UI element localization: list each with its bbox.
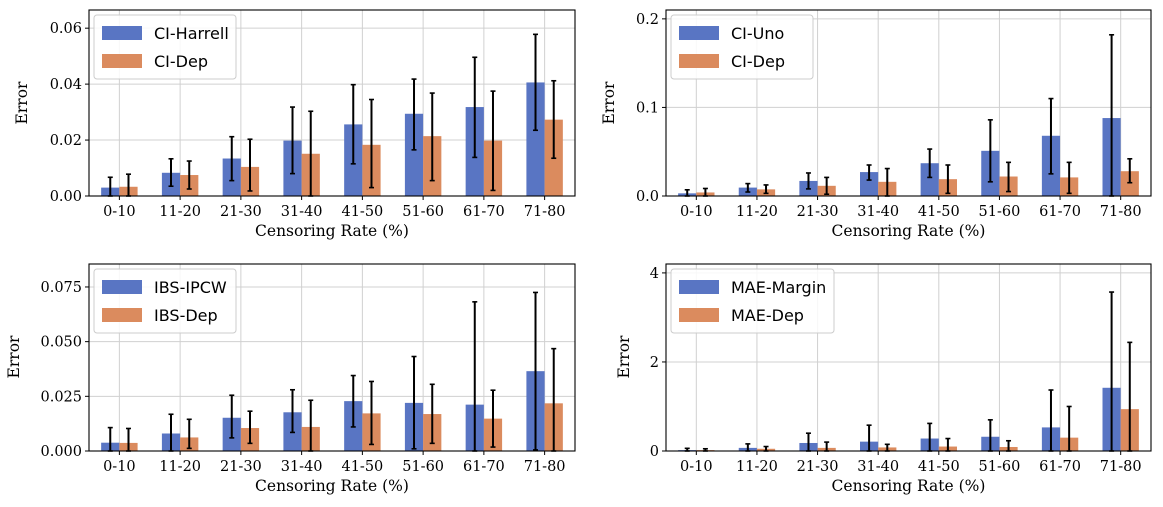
y-tick-label: 0.000 bbox=[40, 444, 82, 460]
legend-swatch bbox=[679, 26, 719, 40]
legend-swatch bbox=[679, 280, 719, 294]
legend-label: IBS-Dep bbox=[154, 306, 218, 325]
panel-bottom-left: 0.000 0.025 0.050 0.075 0-10 11-20 21-30 31-40 4… bbox=[5, 263, 576, 495]
y-axis-label: Error bbox=[600, 81, 618, 124]
y-tick-label: 0 bbox=[650, 444, 659, 460]
y-tick-label: 0.1 bbox=[636, 100, 659, 116]
y-axis-label: Error bbox=[615, 335, 633, 378]
y-tick-label: 2 bbox=[650, 355, 659, 371]
axes-frame bbox=[665, 263, 1152, 452]
x-tick-label: 21-30 bbox=[220, 459, 262, 475]
x-tick-label: 21-30 bbox=[797, 459, 839, 475]
x-tick-label: 61-70 bbox=[463, 459, 505, 475]
x-tick-label: 11-20 bbox=[159, 459, 201, 475]
x-tick-label: 41-50 bbox=[341, 459, 383, 475]
x-axis-label: Censoring Rate (%) bbox=[255, 222, 409, 240]
legend-label: IBS-IPCW bbox=[154, 278, 227, 297]
legend-label: CI-Dep bbox=[154, 52, 208, 71]
y-tick-label: 0.02 bbox=[50, 133, 82, 149]
x-tick-label: 11-20 bbox=[736, 204, 778, 220]
legend-label: MAE-Margin bbox=[731, 278, 826, 297]
y-tick-label: 0.00 bbox=[50, 189, 82, 205]
bar-ci-uno bbox=[920, 163, 939, 196]
y-tick-label: 0.0 bbox=[636, 189, 659, 205]
x-tick-label: 31-40 bbox=[281, 459, 323, 475]
x-tick-label: 0-10 bbox=[680, 459, 713, 475]
y-tick-label: 0.075 bbox=[40, 280, 82, 296]
panel-top-left: 0.00 0.02 0.04 0.06 0-10 11-20 21-30 31-40 41-50… bbox=[13, 9, 576, 240]
x-tick-label: 41-50 bbox=[918, 204, 960, 220]
x-tick-label: 71-80 bbox=[524, 204, 566, 220]
x-tick-label: 61-70 bbox=[463, 204, 505, 220]
x-tick-label: 61-70 bbox=[1039, 459, 1081, 475]
bar-ci-harrell bbox=[404, 113, 424, 196]
legend-swatch bbox=[679, 54, 719, 68]
y-axis-label: Error bbox=[13, 81, 31, 124]
x-tick-label: 71-80 bbox=[524, 459, 566, 475]
y-tick-label: 0.050 bbox=[40, 335, 82, 351]
y-tick-label: 0.025 bbox=[40, 389, 82, 405]
x-tick-label: 51-60 bbox=[402, 204, 444, 220]
legend-swatch bbox=[102, 54, 142, 68]
legend-label: MAE-Dep bbox=[731, 306, 804, 325]
axes-frame bbox=[665, 9, 1152, 197]
x-tick-label: 31-40 bbox=[857, 459, 899, 475]
bar-ci-dep bbox=[1120, 171, 1139, 196]
x-tick-label: 0-10 bbox=[103, 459, 136, 475]
legend-swatch bbox=[102, 308, 142, 322]
x-axis-label: Censoring Rate (%) bbox=[832, 477, 986, 495]
panel-bottom-right: 0 2 4 0-10 11-20 21-30 31-40 41-50 51-60 61-70 71-… bbox=[615, 263, 1152, 495]
y-tick-label: 0.04 bbox=[50, 77, 82, 93]
x-axis-label: Censoring Rate (%) bbox=[255, 477, 409, 495]
legend-swatch bbox=[679, 308, 719, 322]
x-tick-label: 61-70 bbox=[1039, 204, 1081, 220]
x-tick-label: 11-20 bbox=[159, 204, 201, 220]
legend-swatch bbox=[102, 280, 142, 294]
axes-frame bbox=[88, 263, 576, 452]
x-tick-label: 21-30 bbox=[797, 204, 839, 220]
x-tick-label: 31-40 bbox=[281, 204, 323, 220]
legend-swatch bbox=[102, 26, 142, 40]
panel-top-right: 0.0 0.1 0.2 0-10 11-20 21-30 31-40 41-50 51-60 61… bbox=[600, 9, 1152, 240]
y-tick-label: 4 bbox=[650, 266, 659, 282]
x-tick-label: 51-60 bbox=[979, 459, 1021, 475]
bar-ci-uno bbox=[860, 172, 879, 196]
legend-label: CI-Uno bbox=[731, 24, 784, 43]
x-tick-label: 51-60 bbox=[402, 459, 444, 475]
x-tick-label: 51-60 bbox=[979, 204, 1021, 220]
y-tick-label: 0.2 bbox=[636, 12, 659, 28]
x-axis-label: Censoring Rate (%) bbox=[832, 222, 986, 240]
legend-label: CI-Dep bbox=[731, 52, 785, 71]
y-axis-label: Error bbox=[5, 335, 23, 378]
x-tick-label: 71-80 bbox=[1100, 459, 1142, 475]
x-tick-label: 41-50 bbox=[918, 459, 960, 475]
x-tick-label: 71-80 bbox=[1100, 204, 1142, 220]
bar-ci-harrell bbox=[526, 82, 545, 196]
x-tick-label: 31-40 bbox=[857, 204, 899, 220]
x-tick-label: 11-20 bbox=[736, 459, 778, 475]
legend-label: CI-Harrell bbox=[154, 24, 229, 43]
x-tick-label: 21-30 bbox=[220, 204, 262, 220]
axes-frame bbox=[88, 9, 576, 197]
x-tick-label: 41-50 bbox=[341, 204, 383, 220]
x-tick-label: 0-10 bbox=[680, 204, 713, 220]
y-tick-label: 0.06 bbox=[50, 21, 82, 37]
x-tick-label: 0-10 bbox=[103, 204, 136, 220]
